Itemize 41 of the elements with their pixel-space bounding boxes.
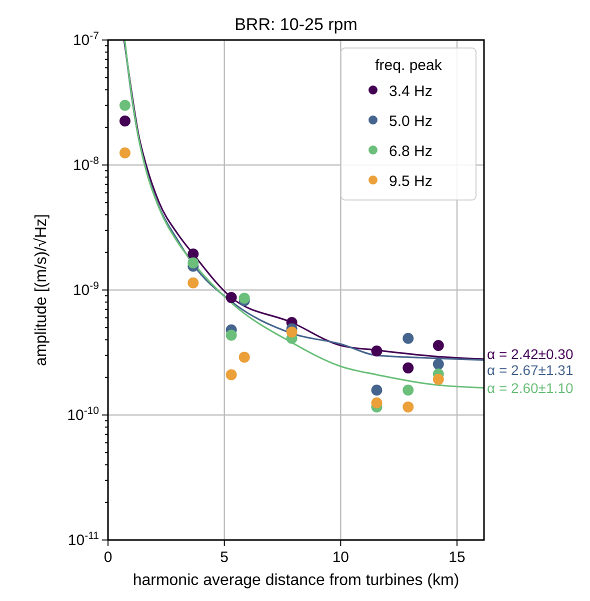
y-axis-title: amplitude [(m/s)/√Hz]	[33, 214, 50, 366]
y-tick-label: 10$^{-8}$	[72, 155, 100, 174]
x-tick-label: 0	[104, 549, 112, 566]
point	[119, 115, 130, 126]
point	[119, 147, 130, 158]
series-label: α = 2.42±0.30	[487, 346, 574, 362]
point	[402, 384, 414, 396]
point	[286, 326, 298, 338]
legend-label: 6.8 Hz	[389, 143, 432, 160]
y-tick-label: 10$^{-9}$	[72, 280, 100, 299]
point	[371, 397, 382, 408]
series-label: α = 2.60±1.10	[487, 380, 574, 396]
x-axis-title: harmonic average distance from turbines (km)	[132, 572, 460, 589]
point	[226, 330, 237, 341]
point	[402, 332, 414, 344]
point	[226, 292, 237, 304]
x-tick-label: 5	[220, 549, 229, 566]
point	[119, 100, 130, 111]
point	[432, 374, 444, 385]
point	[432, 358, 444, 370]
point	[432, 340, 444, 351]
series-label: α = 2.67±1.31	[487, 362, 574, 378]
y-tick-label: 10$^{-7}$	[72, 30, 100, 49]
legend-label: 3.4 Hz	[389, 83, 432, 100]
x-tick-label: 15	[448, 549, 466, 566]
point	[371, 384, 382, 396]
x-tick-label: 10	[332, 549, 350, 566]
legend-label: 5.0 Hz	[389, 113, 432, 130]
point	[402, 401, 414, 412]
y-tick-label: 10$^{-10}$	[67, 405, 100, 424]
y-tick-label: 10$^{-11}$	[68, 530, 100, 549]
point	[238, 292, 250, 304]
point	[371, 346, 382, 357]
point	[226, 369, 237, 380]
legend-title: freq. peak	[375, 57, 442, 74]
legend-label: 9.5 Hz	[389, 173, 432, 190]
point	[402, 362, 414, 374]
point	[238, 352, 250, 363]
point	[188, 257, 199, 268]
chart-title: BRR: 10-25 rpm	[234, 15, 358, 34]
point	[188, 277, 199, 288]
